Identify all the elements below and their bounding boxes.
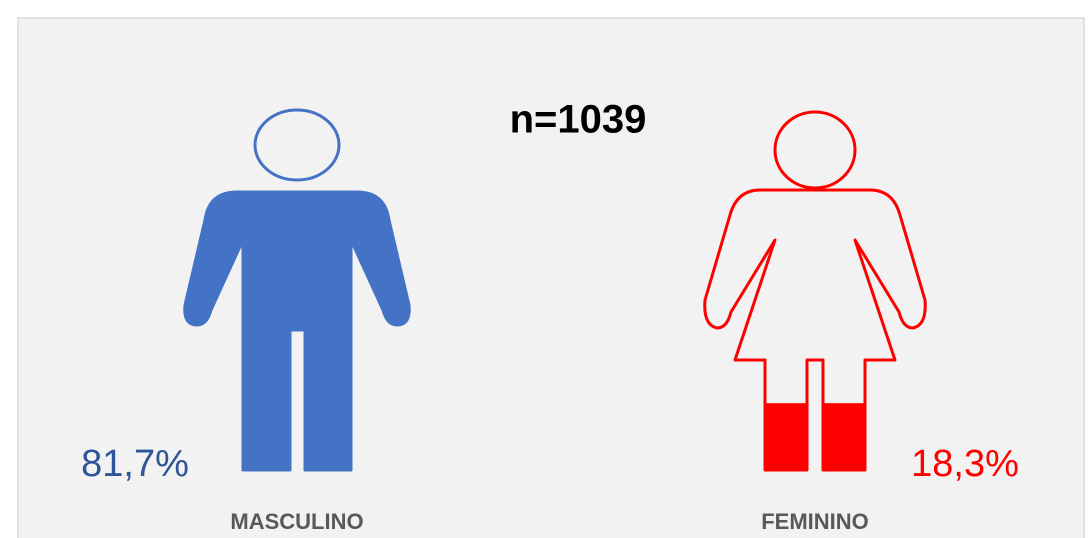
value-label: 81,7%: [81, 443, 189, 485]
chart-title: n=1039: [510, 98, 647, 142]
icon-head: [773, 110, 857, 190]
icon-outline: [703, 188, 927, 472]
value-label: 18,3%: [911, 443, 1019, 485]
icon-head: [253, 108, 341, 182]
category-label: FEMININO: [761, 509, 869, 534]
category-label: MASCULINO: [230, 509, 363, 534]
